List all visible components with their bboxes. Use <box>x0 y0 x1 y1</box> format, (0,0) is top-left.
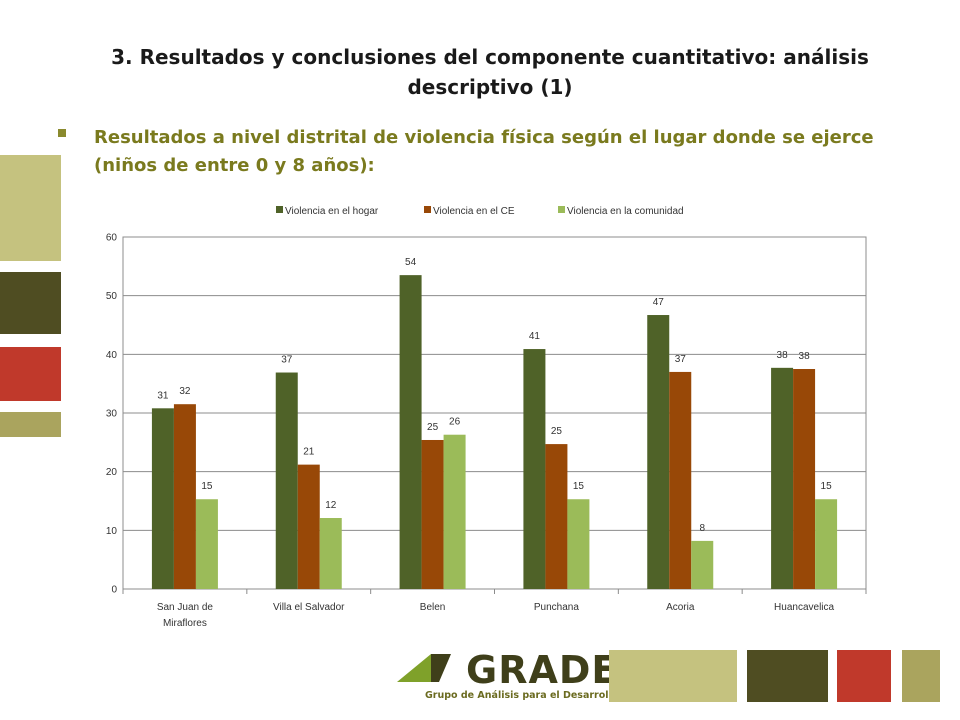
data-label: 26 <box>449 417 461 428</box>
slide-title: 3. Resultados y conclusiones del compone… <box>80 42 900 102</box>
data-label: 47 <box>653 297 665 308</box>
data-label: 54 <box>405 257 417 268</box>
bar <box>793 369 816 589</box>
y-tick-label: 40 <box>106 350 118 361</box>
y-tick-label: 20 <box>106 467 118 478</box>
bar <box>195 499 218 589</box>
bar <box>399 275 422 589</box>
footer-block-olive <box>902 650 940 702</box>
slide-title-line-2: descriptivo (1) <box>407 75 573 99</box>
deco-block-red <box>0 347 61 401</box>
bar <box>421 439 444 589</box>
bar <box>647 315 670 589</box>
bar <box>567 499 590 589</box>
x-tick-label: Belen <box>420 602 446 613</box>
x-tick-label: Villa el Salvador <box>273 602 345 613</box>
y-tick-label: 50 <box>106 291 118 302</box>
x-tick-label: San Juan de <box>157 602 214 613</box>
slide-title-line-1: 3. Resultados y conclusiones del compone… <box>111 45 869 69</box>
data-label: 12 <box>325 500 337 511</box>
footer-block-dark <box>747 650 828 702</box>
x-tick-label: Miraflores <box>163 618 207 629</box>
data-label: 21 <box>303 447 315 458</box>
grade-logo-icon <box>397 654 451 682</box>
y-tick-label: 10 <box>106 526 118 537</box>
data-label: 38 <box>799 351 811 362</box>
data-label: 32 <box>179 386 191 397</box>
data-label: 15 <box>821 481 833 492</box>
legend-label: Violencia en la comunidad <box>567 206 684 217</box>
x-tick-label: Acoria <box>666 602 695 613</box>
bar <box>443 434 466 589</box>
data-label: 15 <box>201 481 213 492</box>
y-tick-label: 60 <box>106 233 118 244</box>
data-label: 37 <box>281 355 293 366</box>
deco-block-light <box>0 155 61 261</box>
bar <box>523 349 546 589</box>
legend-swatch <box>276 206 283 213</box>
footer-block-light <box>609 650 737 702</box>
grade-logo-triangle-green <box>397 654 431 682</box>
bullet-text-line-1: Resultados a nivel distrital de violenci… <box>94 127 874 148</box>
data-label: 8 <box>699 523 705 534</box>
data-label: 31 <box>157 390 169 401</box>
deco-block-dark <box>0 272 61 334</box>
bar <box>297 464 320 589</box>
bar <box>275 372 298 589</box>
deco-block-olive <box>0 412 61 437</box>
data-label: 15 <box>573 481 585 492</box>
x-tick-label: Punchana <box>534 602 579 613</box>
bar <box>545 444 568 589</box>
data-label: 37 <box>675 354 687 365</box>
bullet-text: Resultados a nivel distrital de violenci… <box>94 124 924 180</box>
legend-label: Violencia en el CE <box>433 206 515 217</box>
x-tick-label: Huancavelica <box>774 602 834 613</box>
square-bullet-icon <box>58 129 66 137</box>
bar <box>691 540 714 589</box>
data-label: 41 <box>529 331 541 342</box>
bar <box>771 367 794 589</box>
grade-logo-word: GRADE <box>466 648 619 692</box>
bar <box>669 371 692 589</box>
bar <box>151 408 174 589</box>
bullet-text-line-2: (niños de entre 0 y 8 años): <box>94 155 375 176</box>
data-label: 38 <box>777 350 789 361</box>
bar <box>173 404 196 589</box>
data-label: 25 <box>551 426 563 437</box>
data-label: 25 <box>427 422 439 433</box>
grade-logo-subtitle: Grupo de Análisis para el Desarrollo <box>425 690 619 701</box>
y-tick-label: 30 <box>106 409 118 420</box>
y-tick-label: 0 <box>111 585 117 596</box>
legend-swatch <box>424 206 431 213</box>
bar <box>815 499 838 589</box>
legend-label: Violencia en el hogar <box>285 206 379 217</box>
grade-logo-triangle-dark <box>431 654 451 682</box>
bar <box>319 518 342 589</box>
footer-block-red <box>837 650 891 702</box>
legend-swatch <box>558 206 565 213</box>
